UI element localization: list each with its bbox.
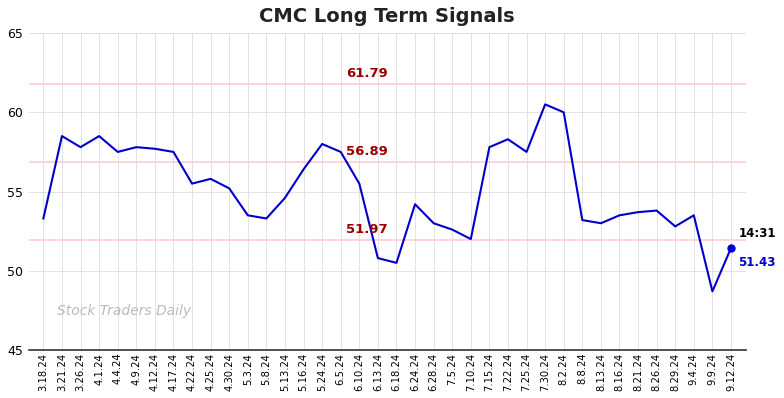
Text: 56.89: 56.89 (346, 144, 387, 158)
Text: 61.79: 61.79 (346, 67, 387, 80)
Text: 51.43: 51.43 (739, 256, 776, 269)
Text: 51.97: 51.97 (346, 222, 387, 236)
Title: CMC Long Term Signals: CMC Long Term Signals (260, 7, 515, 26)
Text: Stock Traders Daily: Stock Traders Daily (57, 304, 191, 318)
Text: 14:31: 14:31 (739, 227, 776, 240)
